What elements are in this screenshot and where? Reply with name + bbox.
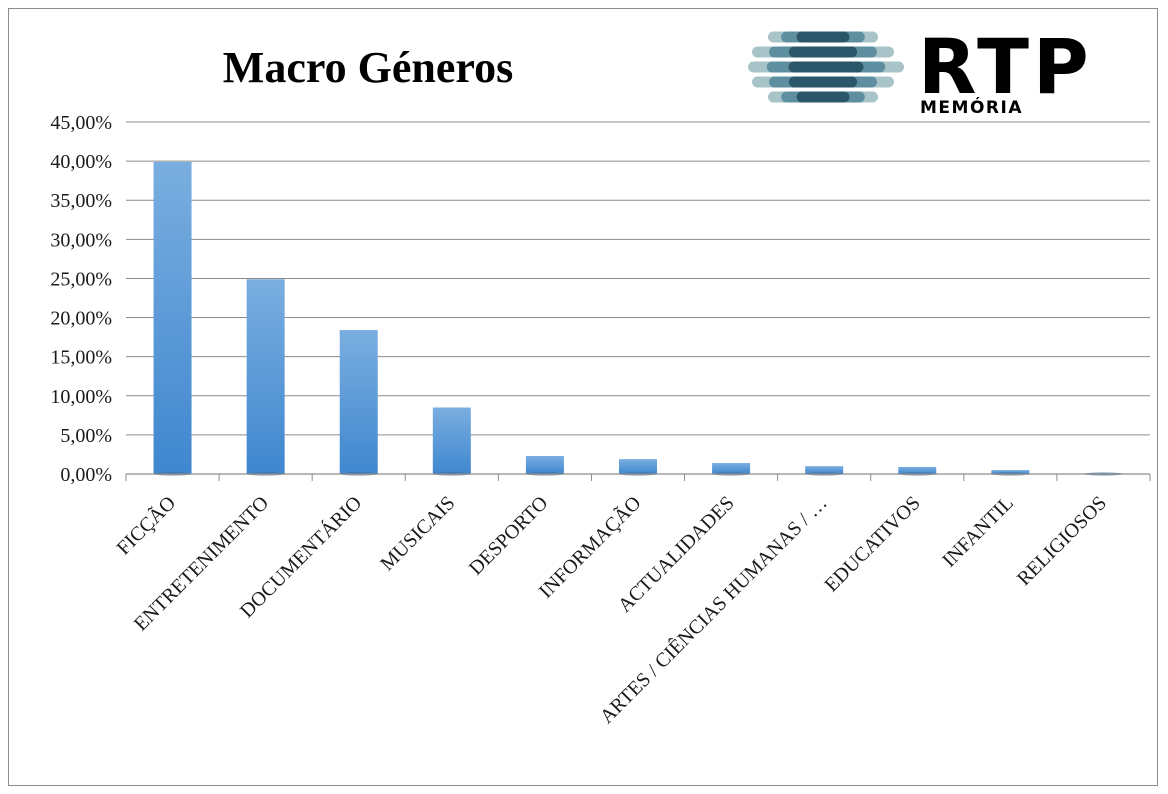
bars xyxy=(153,161,1123,476)
bar xyxy=(525,456,564,474)
logo-stripe-inner xyxy=(788,46,858,58)
y-tick-label: 45,00% xyxy=(50,112,112,134)
y-tick-label: 10,00% xyxy=(50,386,112,408)
bar xyxy=(991,470,1030,474)
logo-stripe-inner xyxy=(788,61,864,73)
x-axis xyxy=(125,473,1151,481)
y-tick-label: 25,00% xyxy=(50,268,112,290)
bar xyxy=(712,463,751,474)
y-axis-tick-labels: 0,00% 5,00% 10,00% 15,00% 20,00% 25,00% 30,00%… xyxy=(50,112,112,486)
bar xyxy=(432,407,471,474)
y-tick-label: 30,00% xyxy=(50,229,112,251)
x-category-label: INFANTIL xyxy=(938,492,1018,572)
x-category-label: RELIGIOSOS xyxy=(1013,492,1111,590)
logo-stripe-inner xyxy=(796,31,850,43)
gridlines xyxy=(126,121,1150,436)
logo-brand-text: RTP xyxy=(918,22,1093,111)
bar xyxy=(805,466,844,474)
rtp-memoria-logo: RTP MEMÓRIA xyxy=(748,22,1093,118)
x-category-label: MUSICAIS xyxy=(376,492,459,575)
chart-title: Macro Géneros xyxy=(223,43,513,92)
bar xyxy=(898,466,937,474)
y-tick-label: 15,00% xyxy=(50,347,112,369)
chart-frame xyxy=(8,8,1158,786)
logo-stripe-inner xyxy=(788,76,858,88)
bar xyxy=(339,330,378,474)
bar xyxy=(246,279,285,474)
y-tick-label: 35,00% xyxy=(50,190,112,212)
logo-subtitle-text: MEMÓRIA xyxy=(920,96,1023,118)
y-tick-label: 20,00% xyxy=(50,308,112,330)
logo-stripe-inner xyxy=(796,91,850,103)
logo-stripes-graphic xyxy=(748,31,904,103)
y-tick-label: 40,00% xyxy=(50,151,112,173)
x-category-label: FICÇÃO xyxy=(111,491,180,560)
x-category-label: EDUCATIVOS xyxy=(820,492,924,596)
bar xyxy=(153,161,192,475)
y-tick-label: 5,00% xyxy=(60,425,112,447)
y-tick-label: 0,00% xyxy=(60,464,112,486)
bar xyxy=(619,459,657,474)
x-category-label: DESPORTO xyxy=(465,492,553,580)
